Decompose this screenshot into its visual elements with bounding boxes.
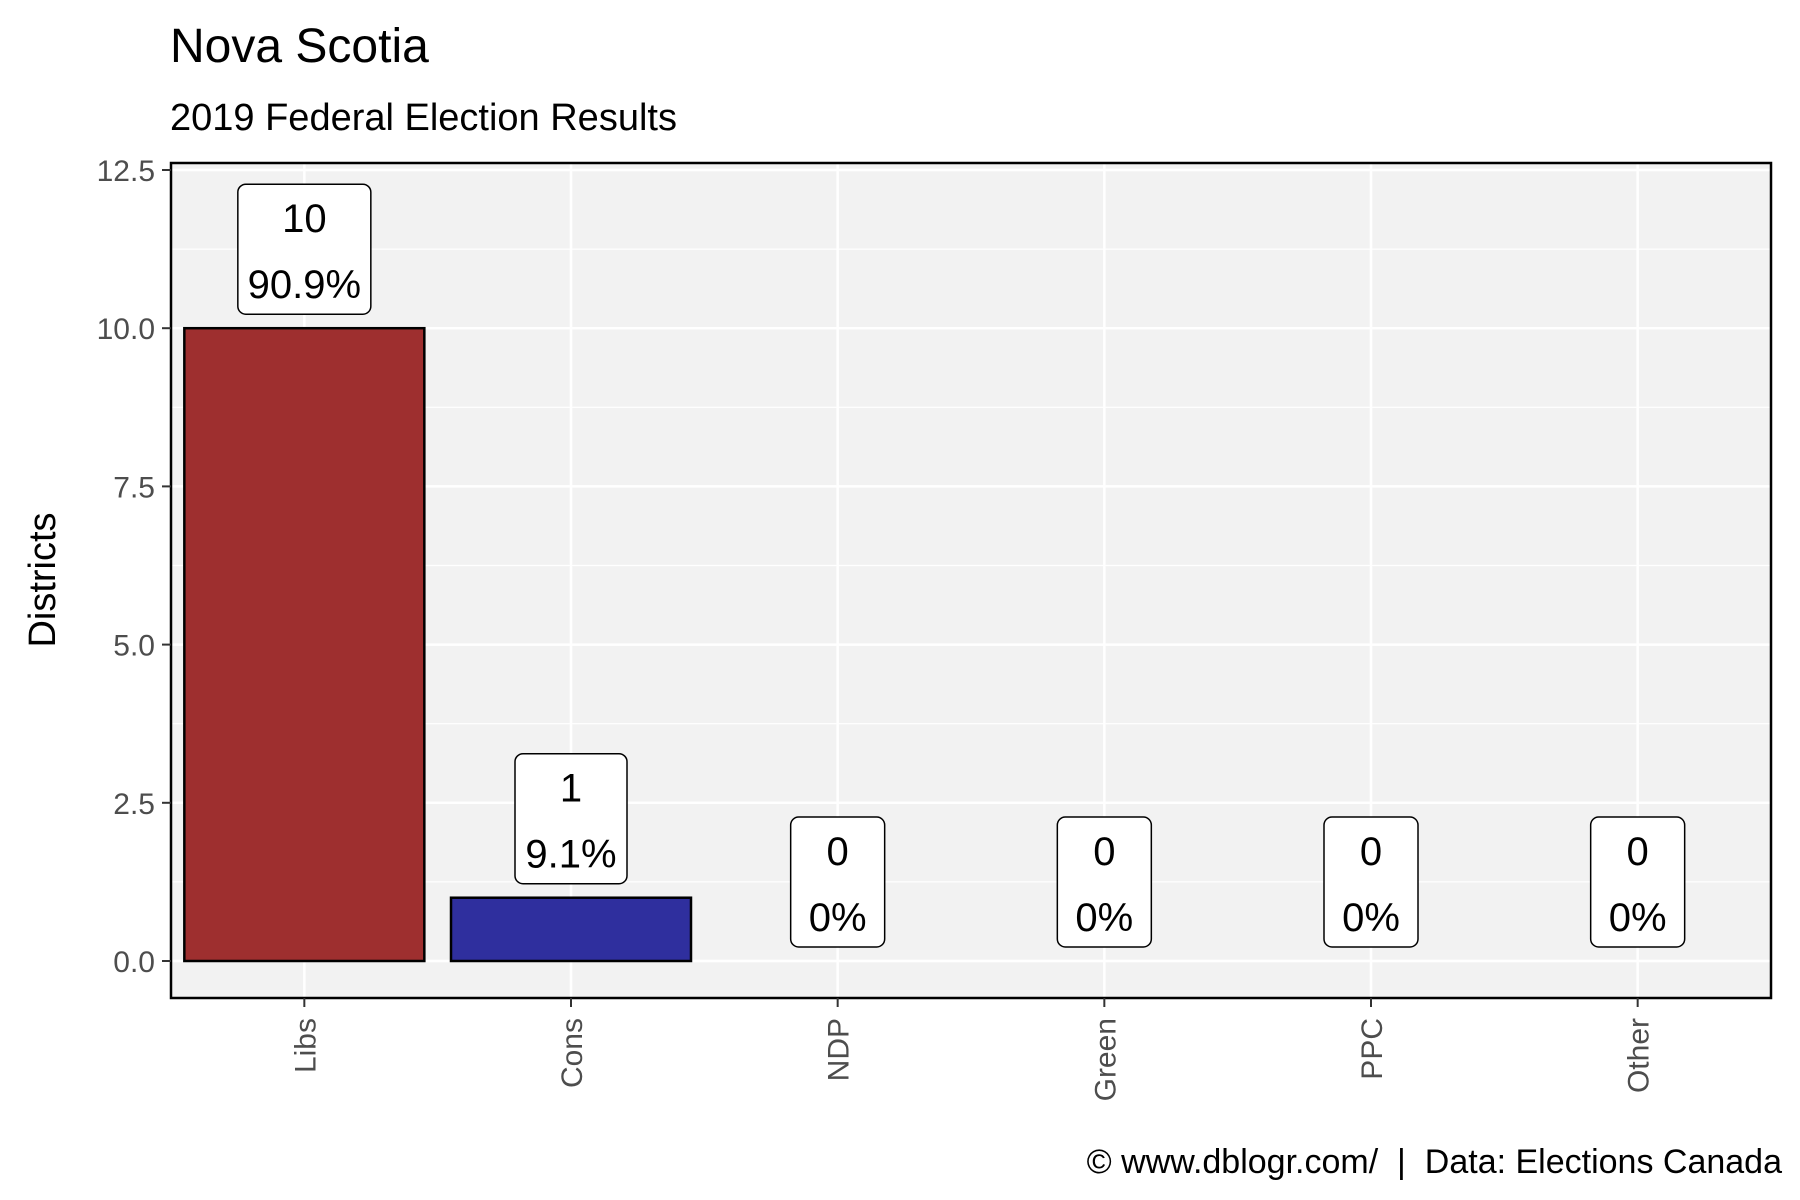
x-tick-label: Other (1623, 1018, 1656, 1093)
x-tick-label: PPC (1356, 1018, 1389, 1080)
y-axis: 0.0 2.5 5.0 7.5 10.0 12.5 (97, 155, 171, 979)
chart-subtitle: 2019 Federal Election Results (170, 97, 677, 139)
data-label-ndp: 0 0% (791, 817, 885, 947)
data-label-percent: 0% (1609, 896, 1667, 940)
y-tick-label: 7.5 (113, 471, 155, 504)
chart-title: Nova Scotia (170, 20, 429, 73)
y-tick-label: 2.5 (113, 788, 155, 821)
data-label-green: 0 0% (1057, 817, 1151, 947)
y-tick-label: 10.0 (97, 313, 155, 346)
x-tick-label: NDP (823, 1018, 856, 1081)
data-label-percent: 0% (1342, 896, 1400, 940)
data-label-value: 0 (827, 830, 849, 874)
x-axis: Libs Cons NDP Green PPC Other (289, 998, 1655, 1101)
x-tick-label: Green (1089, 1018, 1122, 1101)
data-label-value: 10 (282, 197, 327, 241)
data-label-percent: 0% (1075, 896, 1133, 940)
data-label-ppc: 0 0% (1324, 817, 1418, 947)
data-label-percent: 9.1% (525, 833, 616, 877)
data-label-libs: 10 90.9% (238, 184, 371, 314)
x-tick-label: Cons (556, 1018, 589, 1088)
data-label-percent: 90.9% (248, 263, 361, 307)
y-tick-label: 5.0 (113, 630, 155, 663)
data-label-value: 0 (1627, 830, 1649, 874)
chart-caption: © www.dblogr.com/ | Data: Elections Cana… (1087, 1143, 1782, 1181)
bar-libs (184, 328, 424, 961)
data-label-value: 0 (1360, 830, 1382, 874)
data-label-value: 1 (560, 767, 582, 811)
data-label-value: 0 (1093, 830, 1115, 874)
x-tick-label: Libs (289, 1018, 322, 1073)
y-tick-label: 0.0 (113, 946, 155, 979)
bar-cons (451, 898, 691, 961)
data-label-cons: 1 9.1% (515, 754, 627, 884)
data-label-percent: 0% (809, 896, 867, 940)
data-label-other: 0 0% (1591, 817, 1685, 947)
y-axis-label: Districts (22, 512, 64, 647)
y-tick-label: 12.5 (97, 155, 155, 188)
